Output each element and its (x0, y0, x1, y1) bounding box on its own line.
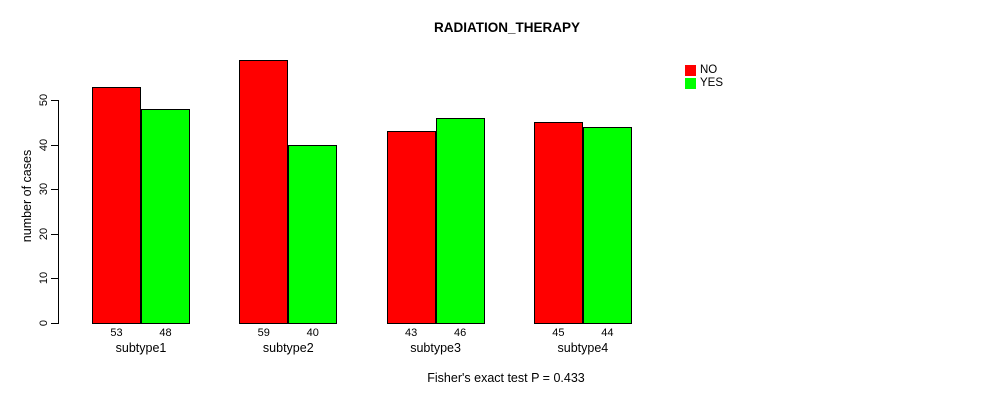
y-tick-label: 50 (38, 93, 50, 107)
bar-yes-subtype3 (435, 117, 485, 324)
legend-item-yes: YES (685, 77, 723, 89)
footnote-annotation: Fisher's exact test P = 0.433 (427, 371, 585, 385)
bar-value-label: 59 (257, 327, 270, 339)
y-tick-mark (51, 233, 58, 235)
bar-yes-subtype2 (288, 144, 338, 324)
y-tick-label: 20 (38, 227, 50, 240)
bar-value-label: 40 (306, 327, 319, 339)
bar-value-label: 48 (159, 327, 172, 339)
category-label-subtype3: subtype3 (410, 341, 461, 355)
y-tick-mark (51, 278, 58, 280)
legend-label: YES (700, 76, 724, 89)
category-label-subtype2: subtype2 (262, 341, 314, 355)
bar-yes-subtype4 (582, 126, 632, 324)
bar-value-label: 44 (601, 327, 614, 339)
legend: NO YES (685, 64, 723, 90)
bar-value-label: 53 (110, 327, 123, 339)
bar-value-label: 46 (453, 327, 467, 339)
bar-yes-subtype1 (141, 108, 190, 324)
y-tick-label: 10 (38, 272, 50, 285)
legend-swatch-yes (685, 77, 696, 89)
chart-title: RADIATION_THERAPY (433, 20, 581, 35)
y-tick-label: 40 (38, 138, 50, 151)
bar-no-subtype3 (386, 131, 436, 324)
y-tick-mark (51, 189, 58, 191)
legend-swatch-no (685, 64, 696, 76)
y-axis-label: number of cases (20, 149, 34, 243)
bar-no-subtype1 (92, 86, 141, 324)
bar-no-subtype2 (239, 59, 289, 324)
category-label-subtype4: subtype4 (557, 341, 609, 355)
y-tick-label: 30 (38, 183, 50, 196)
y-axis (58, 100, 59, 324)
y-tick-label: 0 (38, 319, 50, 327)
bar-value-label: 45 (552, 327, 565, 339)
legend-item-no: NO (685, 64, 723, 76)
y-tick-mark (51, 323, 58, 324)
bar-value-label: 43 (404, 327, 418, 339)
y-tick-mark (51, 100, 58, 101)
legend-label: NO (700, 63, 718, 76)
bar-no-subtype4 (533, 122, 583, 324)
category-label-subtype1: subtype1 (115, 341, 167, 355)
y-tick-mark (51, 144, 58, 146)
